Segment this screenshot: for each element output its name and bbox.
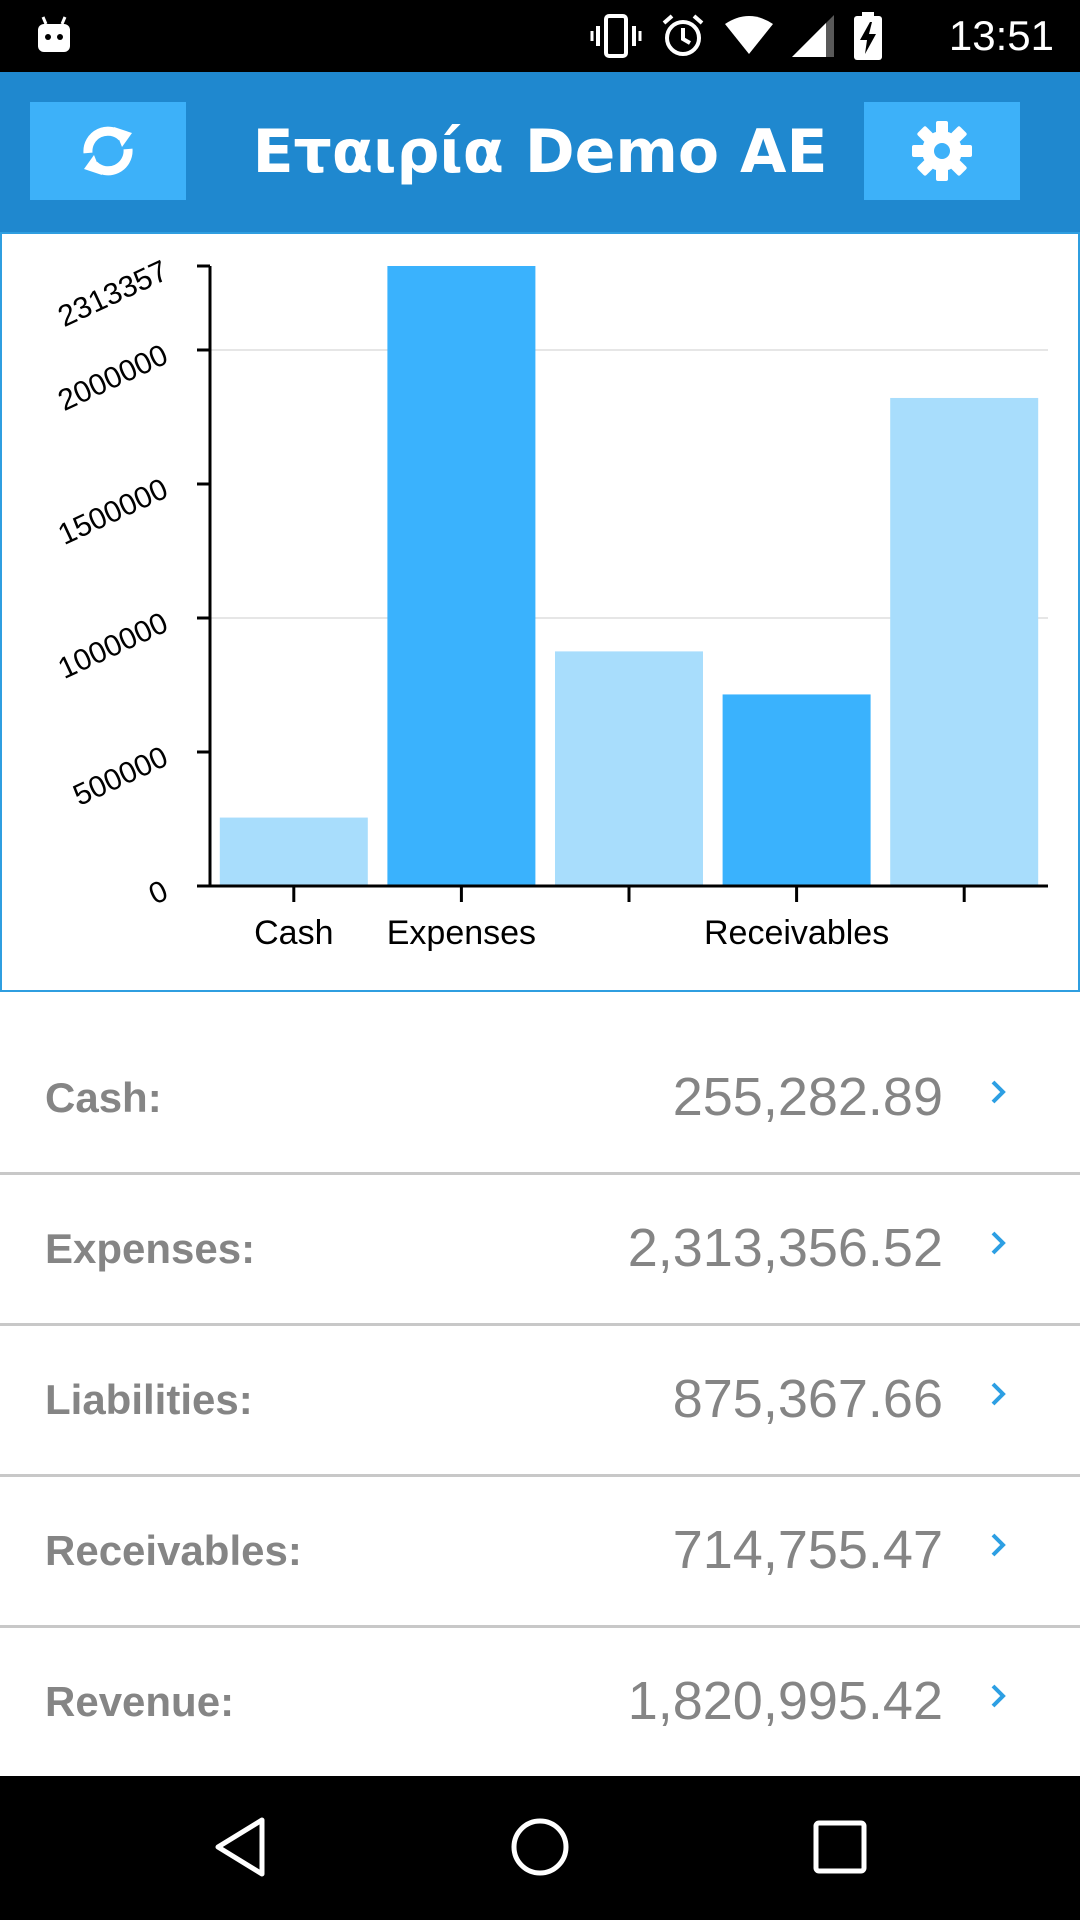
- y-tick-label: 2000000: [53, 338, 173, 417]
- vibrate-icon: [590, 14, 642, 58]
- row-value: 2,313,356.52: [627, 1218, 943, 1278]
- y-tick-label: 1000000: [53, 606, 173, 685]
- row-value: 714,755.47: [672, 1520, 943, 1580]
- alarm-icon: [662, 14, 704, 56]
- row-label: Cash:: [45, 1074, 162, 1121]
- back-icon: [215, 1817, 265, 1877]
- bar-expenses: [387, 266, 536, 886]
- status-time: 13:51: [948, 12, 1054, 59]
- x-tick-label: Cash: [254, 914, 333, 952]
- battery-charging-icon: [854, 12, 882, 60]
- chevron-right-icon: [991, 1382, 1006, 1406]
- summary-row-receivables[interactable]: Receivables: 714,755.47: [0, 1477, 1080, 1628]
- summary-row-revenue[interactable]: Revenue: 1,820,995.42: [0, 1628, 1080, 1776]
- bar-revenue: [890, 397, 1039, 886]
- status-bar: 13:51: [0, 0, 1080, 72]
- x-tick-label: Receivables: [704, 914, 889, 952]
- y-tick-label: 1500000: [53, 472, 173, 551]
- chevron-right-icon: [991, 1231, 1006, 1255]
- row-label: Liabilities:: [45, 1376, 253, 1423]
- refresh-button[interactable]: [30, 102, 186, 200]
- row-value: 1,820,995.42: [627, 1671, 943, 1731]
- chevron-right-icon: [991, 1080, 1006, 1104]
- bar-cash: [219, 817, 368, 886]
- signal-icon: [792, 15, 834, 57]
- chart-panel: 0 500000 1000000 1500000 2000000 2313357 Cash E…: [0, 232, 1080, 992]
- row-label: Receivables:: [45, 1527, 302, 1574]
- refresh-icon: [83, 126, 133, 176]
- row-label: Revenue:: [45, 1678, 235, 1725]
- y-tick-label: 500000: [68, 740, 173, 812]
- row-value: 255,282.89: [672, 1067, 943, 1127]
- settings-button[interactable]: [864, 102, 1020, 200]
- home-button[interactable]: [490, 1802, 590, 1892]
- app-title: Εταιρία Demo AE: [252, 117, 828, 187]
- bar-receivables: [722, 694, 871, 886]
- chevron-right-icon: [991, 1533, 1006, 1557]
- y-tick-label: 2313357: [53, 254, 173, 333]
- home-icon: [511, 1818, 569, 1876]
- summary-row-expenses[interactable]: Expenses: 2,313,356.52: [0, 1175, 1080, 1326]
- recents-icon: [813, 1820, 867, 1874]
- recents-button[interactable]: [790, 1802, 890, 1892]
- android-icon: [38, 16, 70, 52]
- wifi-icon: [725, 16, 773, 54]
- back-button[interactable]: [190, 1802, 290, 1892]
- x-tick-label: Expenses: [387, 914, 536, 952]
- row-value: 875,367.66: [672, 1369, 943, 1429]
- row-label: Expenses:: [45, 1225, 256, 1272]
- chevron-right-icon: [991, 1684, 1006, 1708]
- navigation-bar: [0, 1776, 1080, 1920]
- summary-row-liabilities[interactable]: Liabilities: 875,367.66: [0, 1326, 1080, 1477]
- gear-icon: [912, 121, 972, 181]
- summary-list: Cash: 255,282.89 Expenses: 2,313,356.52 …: [0, 1024, 1080, 1776]
- app-bar: Εταιρία Demo AE: [0, 72, 1080, 232]
- bar-liabilities: [555, 651, 703, 886]
- y-tick-label: 0: [144, 874, 173, 911]
- summary-row-cash[interactable]: Cash: 255,282.89: [0, 1024, 1080, 1175]
